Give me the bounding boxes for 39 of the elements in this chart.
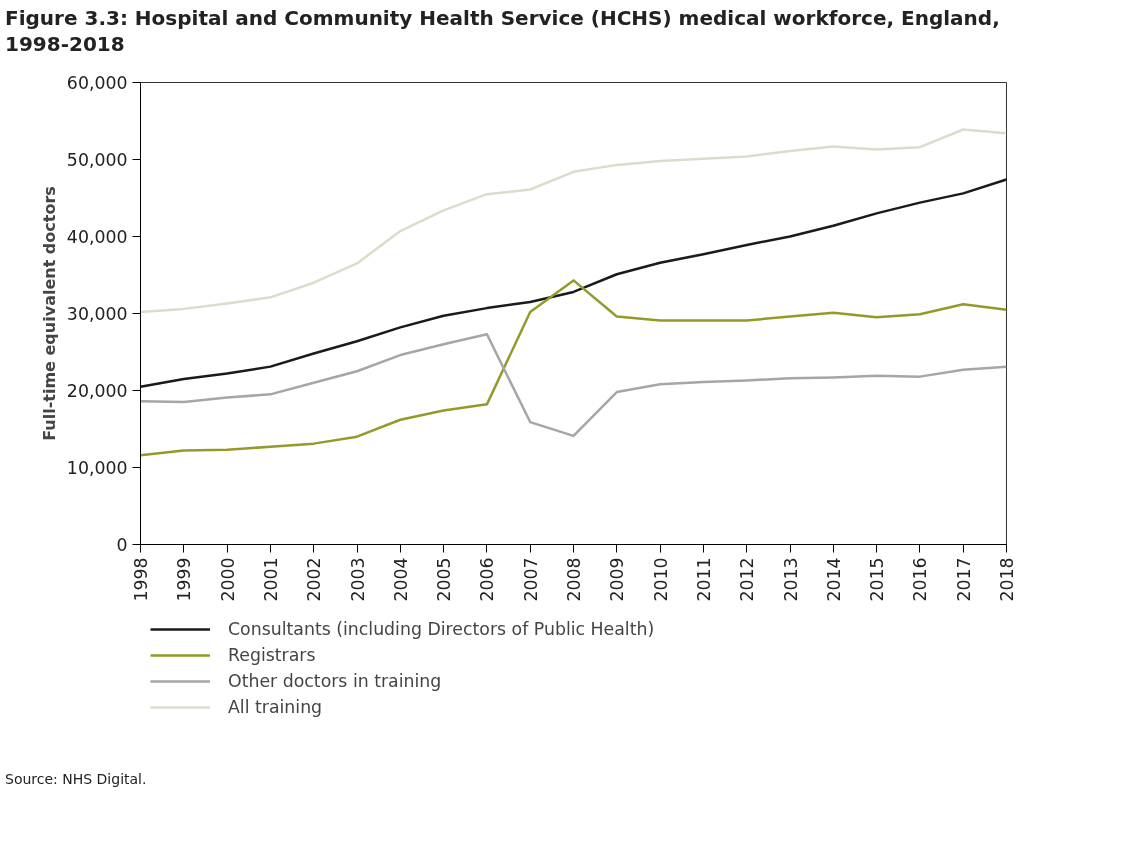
y-tick-label: 10,000 [66, 458, 128, 478]
line-series [140, 178, 1007, 388]
x-tick-label: 2004 [390, 557, 411, 602]
x-tick-label: 2008 [564, 557, 584, 602]
y-tick-label: 20,000 [66, 381, 128, 401]
x-tick-label: 2016 [910, 557, 931, 602]
x-tick-label: 2013 [780, 557, 801, 602]
x-tick-label: 1998 [131, 557, 151, 602]
x-tick-label: 2006 [477, 557, 498, 602]
x-tick-label: 2009 [607, 557, 628, 602]
x-tick-label: 2018 [997, 557, 1017, 602]
line-series [140, 333, 1007, 438]
x-tick-label: 2011 [693, 557, 714, 602]
legend-label: Other doctors in training [228, 671, 442, 691]
chart-title: Figure 3.3: Hospital and Community Health Service (HCHS) medical workforce, England, 1998-2018 [5, 5, 1001, 57]
source-note: Source: NHS Digital. [5, 770, 147, 789]
x-tick-label: 2015 [867, 557, 888, 602]
y-axis-title: Full-time equivalent doctors [39, 186, 59, 441]
x-tick-label: 2014 [823, 557, 844, 602]
y-tick-label: 40,000 [66, 227, 128, 247]
x-tick-label: 2012 [737, 557, 758, 602]
x-tick-label: 2007 [520, 557, 541, 602]
y-tick-label: 30,000 [66, 304, 128, 324]
x-tick-label: 2010 [650, 557, 671, 602]
x-tick-label: 2000 [217, 557, 238, 602]
legend-label: Consultants (including Directors of Public Health) [228, 619, 655, 639]
x-tick-label: 2003 [347, 557, 368, 602]
x-tick-label: 2005 [434, 557, 455, 602]
legend-label: All training [228, 697, 323, 717]
y-tick-label: 50,000 [66, 150, 128, 170]
x-tick-label: 2001 [260, 557, 281, 602]
x-tick-label: 2002 [304, 557, 325, 602]
x-tick-label: 2017 [953, 557, 974, 602]
x-tick-label: 1999 [174, 557, 195, 602]
line-series [140, 128, 1007, 314]
legend-label: Registrars [228, 645, 316, 665]
line-series [140, 279, 1007, 457]
y-tick-label: 0 [116, 535, 128, 555]
y-tick-label: 60,000 [66, 73, 128, 93]
